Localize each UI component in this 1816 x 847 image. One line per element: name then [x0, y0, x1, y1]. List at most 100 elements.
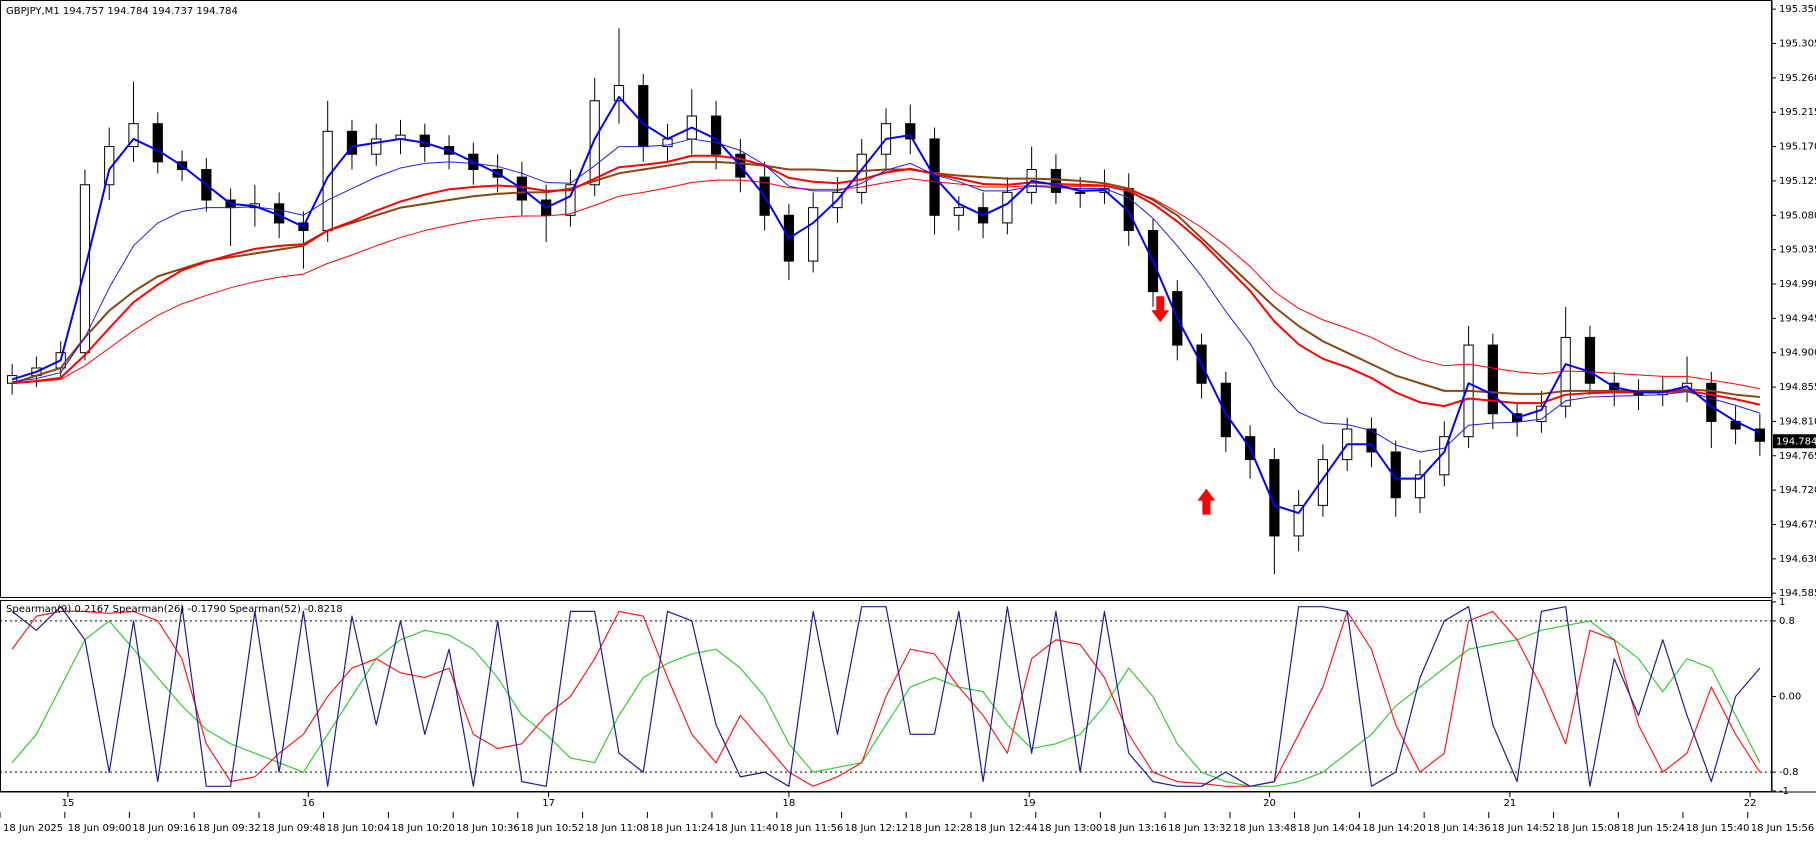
candle-body — [638, 85, 649, 148]
indicator-line — [12, 154, 1761, 408]
candle-body — [953, 207, 964, 216]
y-tick-label: 195.125 — [1779, 176, 1816, 187]
indicator-line — [11, 160, 1760, 398]
candle-body — [565, 184, 576, 216]
candle-body — [905, 123, 916, 140]
y-tick-label: 195.260 — [1779, 73, 1816, 84]
candle-body — [856, 153, 867, 193]
x-tick-label: 18 Jun 12:28 — [909, 823, 973, 834]
x-tick-label: 18 Jun 15:08 — [1557, 823, 1621, 834]
axes: 195.350 195.305 195.260 195.215 195.170 195.1… — [0, 4, 1816, 834]
candle-body — [419, 134, 430, 148]
signal-arrow — [1151, 296, 1170, 323]
main-pane — [7, 28, 1765, 575]
candle-body — [1050, 168, 1062, 193]
candle-body — [1366, 428, 1377, 453]
y-tick-label: 195.350 — [1779, 4, 1816, 15]
chart-title: GBPJPY,M1 194.757 194.784 194.737 194.78… — [6, 6, 238, 17]
x-tick-label: 18 Jun 10:36 — [456, 823, 520, 834]
x-tick-label: 18 Jun 12:44 — [974, 823, 1038, 834]
candle-body — [1487, 344, 1498, 415]
x-tick-label: 18 Jun 11:24 — [650, 823, 714, 834]
x-tick-label: 18 Jun 12:12 — [845, 823, 909, 834]
y-tick-label: 0.00 — [1779, 692, 1801, 703]
candle-body — [104, 146, 115, 186]
y-tick-label: 194.945 — [1779, 313, 1816, 324]
y-tick-label: 195.215 — [1779, 107, 1816, 118]
indicator-title: Spearman(9) 0.2167 Spearman(26) -0.1790 … — [6, 604, 343, 615]
candle-body — [1584, 336, 1596, 384]
y-tick-label: -1 — [1779, 786, 1789, 797]
candle-body — [346, 130, 358, 155]
x-tick-label: 18 Jun 14:04 — [1298, 823, 1362, 834]
y-tick-label: 194.765 — [1779, 451, 1816, 462]
candle-body — [322, 130, 333, 232]
candle-body — [613, 85, 625, 102]
x-tick-label: 18 Jun 11:40 — [715, 823, 779, 834]
x-tick-label: 18 Jun 2025 — [3, 823, 63, 834]
x-tick-label: 18 Jun 13:32 — [1168, 823, 1232, 834]
x-tick-label: 18 Jun 11:08 — [586, 823, 650, 834]
x-tick-label: 18 Jun 10:04 — [327, 823, 391, 834]
candle-body — [808, 207, 819, 262]
y-tick-label: 1 — [1779, 597, 1785, 608]
x-tick-label: 18 Jun 09:16 — [132, 823, 196, 834]
y-tick-label: 194.990 — [1779, 279, 1816, 290]
y-tick-label: 194.630 — [1779, 554, 1816, 565]
indicator-line — [11, 610, 1761, 787]
candle-body — [1536, 405, 1547, 422]
y-tick-label: 194.720 — [1779, 485, 1816, 496]
x-tick-label: 18 Jun 09:48 — [262, 823, 326, 834]
candle-body — [1317, 459, 1329, 506]
candle-body — [7, 375, 18, 384]
x-tick-label: 18 Jun 15:24 — [1621, 823, 1685, 834]
y-tick-label: -0.8 — [1779, 767, 1799, 778]
candle-body — [1293, 504, 1304, 537]
x-tick-label: 18 Jun 15:40 — [1686, 823, 1750, 834]
x-tick-label: 22 — [1744, 798, 1757, 809]
x-tick-label: 18 Jun 14:36 — [1427, 823, 1491, 834]
x-tick-label: 18 Jun 15:56 — [1751, 823, 1815, 834]
x-tick-label: 18 Jun 11:56 — [780, 823, 844, 834]
x-tick-label: 15 — [62, 798, 75, 809]
x-tick-label: 18 — [783, 798, 796, 809]
y-tick-label: 195.170 — [1779, 142, 1816, 153]
y-tick-label: 194.900 — [1779, 348, 1816, 359]
y-tick-label: 0.8 — [1779, 616, 1795, 627]
x-tick-label: 18 Jun 10:20 — [391, 823, 455, 834]
x-tick-label: 16 — [302, 798, 315, 809]
y-tick-label: 194.810 — [1779, 416, 1816, 427]
indicator-line — [11, 606, 1761, 787]
x-tick-label: 21 — [1503, 798, 1516, 809]
y-tick-label: 195.080 — [1779, 210, 1816, 221]
candle-body — [710, 115, 722, 155]
y-tick-label: 194.855 — [1779, 382, 1816, 393]
indicator-line — [12, 138, 1761, 453]
y-tick-label: 195.035 — [1779, 245, 1816, 256]
indicator-pane — [0, 606, 1772, 787]
y-tick-label: 195.305 — [1779, 39, 1816, 50]
x-tick-label: 18 Jun 13:00 — [1039, 823, 1103, 834]
candle-body — [128, 123, 139, 148]
indicator-line — [12, 178, 1760, 390]
indicator-line — [11, 620, 1761, 787]
candle-body — [152, 123, 163, 163]
x-tick-label: 18 Jun 14:52 — [1492, 823, 1556, 834]
signal-arrow — [1197, 488, 1216, 515]
x-tick-label: 18 Jun 13:16 — [1103, 823, 1167, 834]
candle-body — [1220, 382, 1231, 438]
candle-body — [1414, 474, 1426, 499]
x-tick-label: 18 Jun 14:20 — [1362, 823, 1426, 834]
candle-body — [1075, 191, 1086, 194]
candle-body — [1002, 191, 1013, 224]
y-tick-label: 194.675 — [1779, 519, 1816, 530]
candle-body — [1754, 428, 1765, 442]
candle-body — [1390, 451, 1401, 499]
indicator-line — [11, 95, 1761, 515]
x-tick-label: 18 Jun 09:32 — [197, 823, 261, 834]
y-tick-label: 194.585 — [1779, 588, 1816, 599]
last-price-box — [1773, 434, 1816, 449]
